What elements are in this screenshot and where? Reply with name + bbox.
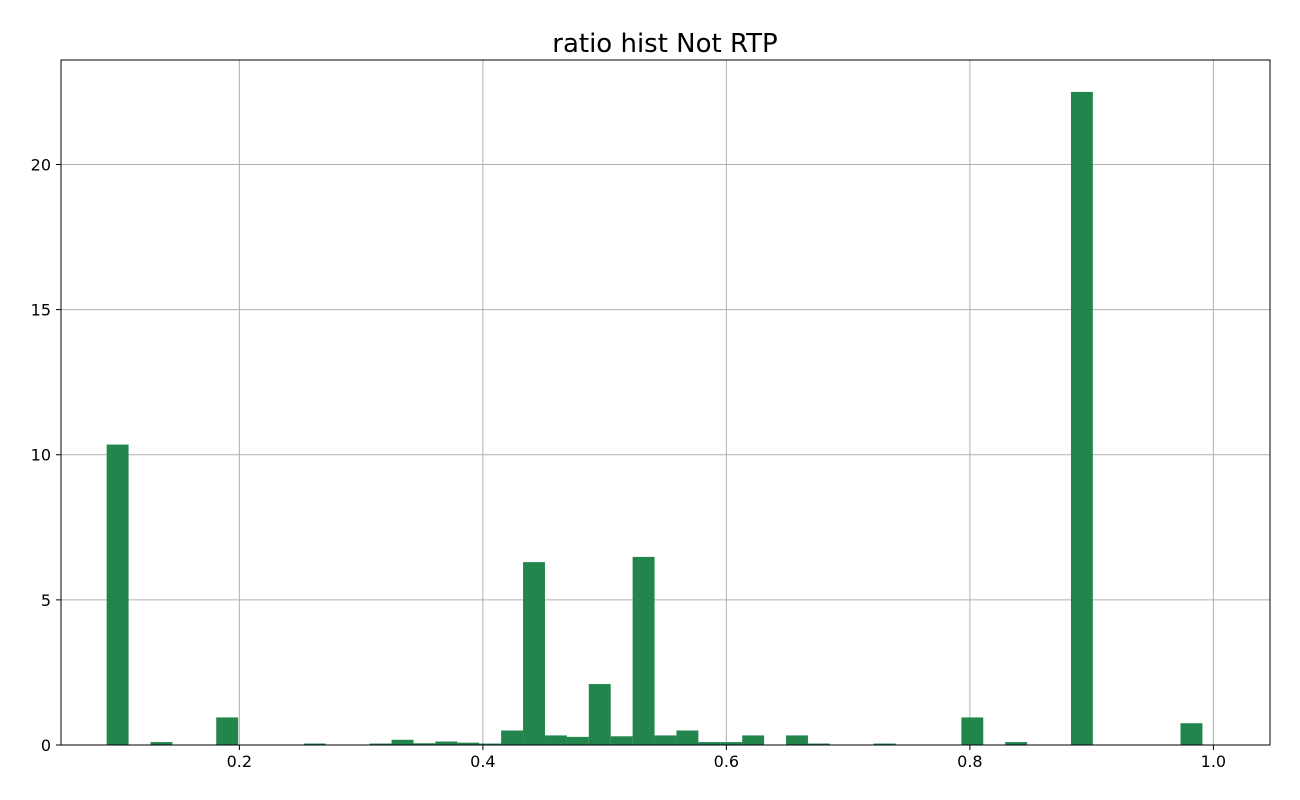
histogram-bar: [501, 730, 524, 745]
histogram-bar: [1180, 723, 1203, 745]
y-tick-label: 0: [41, 736, 51, 755]
histogram-bar: [632, 556, 655, 745]
histogram-bar: [588, 684, 611, 745]
y-tick-label: 5: [41, 591, 51, 610]
bars-layer: [106, 91, 1203, 745]
histogram-bar: [786, 735, 808, 745]
y-tick-label: 20: [31, 155, 51, 174]
histogram-bar: [523, 562, 545, 745]
histogram-bar: [1005, 742, 1028, 745]
axes-layer: 0.2 0.4 0.6 0.8 1.0 0 5 10 15 20: [31, 155, 1226, 771]
plot-frame: [60, 59, 1271, 746]
histogram-bar: [479, 743, 502, 745]
histogram-bar: [698, 742, 721, 745]
histogram-bar: [676, 730, 699, 745]
histogram-bar: [742, 735, 765, 745]
histogram-bar: [610, 736, 633, 745]
y-tick-label: 15: [31, 301, 51, 320]
histogram-bar: [435, 741, 458, 745]
histogram-bar: [1070, 91, 1093, 745]
histogram-bar: [391, 739, 414, 745]
histogram-bar: [807, 743, 830, 745]
histogram-bar: [369, 743, 392, 745]
histogram-bar: [216, 717, 239, 745]
histogram-bar: [303, 743, 326, 745]
chart-title: ratio hist Not RTP: [552, 29, 777, 59]
x-tick-label: 0.6: [714, 752, 739, 771]
histogram-bar: [961, 717, 984, 745]
histogram-bar: [720, 742, 743, 745]
histogram-bar: [413, 743, 436, 745]
histogram-bar: [106, 444, 129, 745]
histogram-bar: [873, 743, 896, 745]
histogram-bar: [457, 742, 480, 745]
x-tick-label: 0.2: [227, 752, 252, 771]
histogram-bar: [544, 735, 567, 745]
x-tick-label: 1.0: [1201, 752, 1226, 771]
histogram-bar: [566, 736, 589, 745]
histogram-bar: [150, 742, 173, 745]
x-tick-label: 0.8: [957, 752, 982, 771]
histogram-bar: [654, 735, 677, 745]
x-tick-label: 0.4: [470, 752, 495, 771]
y-tick-label: 10: [31, 446, 51, 465]
